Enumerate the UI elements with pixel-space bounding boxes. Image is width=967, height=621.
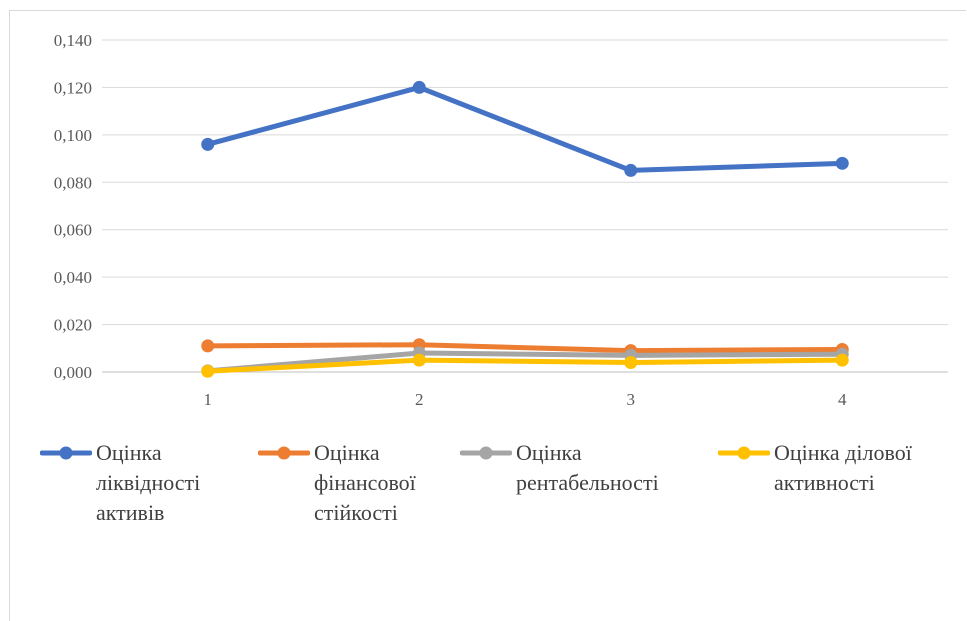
data-point [201,364,215,378]
x-tick-label: 3 [627,390,636,409]
legend: Оцінка ліквідності активів Оцінка фінансо… [40,438,960,548]
legend-marker [718,446,770,460]
chart-area [9,10,966,621]
series-line [205,84,845,173]
legend-label: Оцінка ліквідності активів [96,440,201,525]
series-line [205,342,845,354]
legend-marker [258,446,310,460]
legend-marker [460,446,512,460]
data-point [835,156,849,170]
data-point [624,163,638,177]
y-tick-label: 0,080 [54,173,92,192]
data-point [201,339,215,353]
series-line [205,357,845,374]
series-line [205,350,845,374]
y-tick-label: 0,020 [54,316,92,335]
x-axis-ticks: 1 2 3 4 [204,390,848,409]
legend-label: Оцінка ділової активності [774,440,912,495]
series-4 [201,353,849,378]
data-point [624,356,638,370]
series-1 [201,80,849,177]
data-point [201,137,215,151]
gridlines [102,39,948,373]
legend-label: Оцінка рентабельності [516,440,659,495]
y-tick-label: 0,100 [54,126,92,145]
data-point [835,353,849,367]
legend-label: Оцінка фінансової стійкості [314,440,416,525]
data-point [412,80,426,94]
x-tick-label: 1 [204,390,213,409]
line-chart: 0,000 0,020 0,040 0,060 0,080 0,100 0,120 0,140… [54,31,948,409]
legend-marker [40,446,92,460]
y-tick-label: 0,140 [54,31,92,50]
y-tick-label: 0,040 [54,268,92,287]
y-tick-label: 0,000 [54,363,92,382]
data-point [412,353,426,367]
y-tick-label: 0,120 [54,78,92,97]
series-group [201,80,849,378]
y-axis-ticks: 0,000 0,020 0,040 0,060 0,080 0,100 0,120 0,140 [54,31,92,382]
x-tick-label: 2 [415,390,424,409]
x-tick-label: 4 [838,390,847,409]
y-tick-label: 0,060 [54,221,92,240]
